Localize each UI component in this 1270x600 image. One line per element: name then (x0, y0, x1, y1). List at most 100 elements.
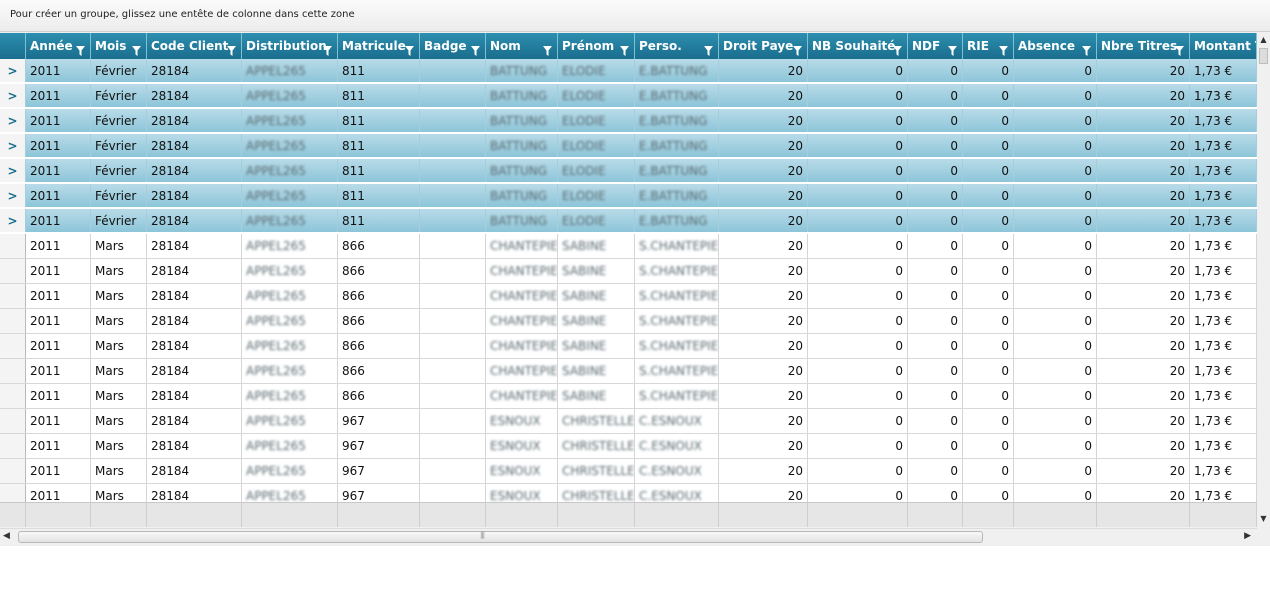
cell-montant[interactable]: 1,73 € (1190, 259, 1257, 283)
cell-mois[interactable]: Février (91, 84, 147, 107)
cell-ndf[interactable]: 0 (908, 434, 963, 458)
table-row[interactable]: >2011 Février 28184 APPEL265 811 BATTUNG ELODI… (0, 159, 1257, 184)
cell-nom[interactable]: ESNOUX (486, 409, 558, 433)
cell-droit[interactable]: 20 (719, 84, 808, 107)
cell-nom[interactable]: CHANTEPIE (486, 384, 558, 408)
cell-ndf[interactable]: 0 (908, 209, 963, 232)
cell-droit[interactable]: 20 (719, 334, 808, 358)
cell-annee[interactable]: 2011 (26, 434, 91, 458)
cell-droit[interactable]: 20 (719, 159, 808, 182)
table-row[interactable]: 2011 Mars 28184 APPEL265 866 CHANTEPIE SABINE S… (0, 234, 1257, 259)
cell-ndf[interactable]: 0 (908, 409, 963, 433)
cell-perso[interactable]: C.ESNOUX (635, 459, 719, 483)
cell-nom[interactable]: ESNOUX (486, 484, 558, 502)
cell-nbretitres[interactable]: 20 (1097, 234, 1190, 258)
column-header-badge[interactable]: Badge (420, 33, 486, 59)
cell-nbsouhaite[interactable]: 0 (808, 159, 908, 182)
cell-distribution[interactable]: APPEL265 (242, 184, 338, 207)
table-row[interactable]: 2011 Mars 28184 APPEL265 967 ESNOUX CHRISTELLE… (0, 459, 1257, 484)
cell-badge[interactable] (420, 109, 486, 132)
column-header-code[interactable]: Code Client (147, 33, 242, 59)
cell-prenom[interactable]: ELODIE (558, 59, 635, 82)
cell-nom[interactable]: BATTUNG (486, 134, 558, 157)
cell-badge[interactable] (420, 309, 486, 333)
cell-code[interactable]: 28184 (147, 209, 242, 232)
cell-montant[interactable]: 1,73 € (1190, 184, 1257, 207)
cell-annee[interactable]: 2011 (26, 259, 91, 283)
row-indicator[interactable] (0, 484, 26, 502)
cell-code[interactable]: 28184 (147, 134, 242, 157)
cell-rie[interactable]: 0 (963, 109, 1014, 132)
cell-ndf[interactable]: 0 (908, 159, 963, 182)
cell-nbretitres[interactable]: 20 (1097, 309, 1190, 333)
cell-mois[interactable]: Mars (91, 359, 147, 383)
cell-nbsouhaite[interactable]: 0 (808, 484, 908, 502)
column-header-perso[interactable]: Perso. (635, 33, 719, 59)
cell-annee[interactable]: 2011 (26, 284, 91, 308)
cell-matricule[interactable]: 866 (338, 234, 420, 258)
cell-absence[interactable]: 0 (1014, 159, 1097, 182)
filter-icon[interactable] (227, 40, 236, 56)
cell-absence[interactable]: 0 (1014, 409, 1097, 433)
cell-absence[interactable]: 0 (1014, 434, 1097, 458)
cell-prenom[interactable]: SABINE (558, 384, 635, 408)
cell-distribution[interactable]: APPEL265 (242, 234, 338, 258)
cell-mois[interactable]: Mars (91, 459, 147, 483)
cell-rie[interactable]: 0 (963, 409, 1014, 433)
cell-matricule[interactable]: 866 (338, 334, 420, 358)
cell-nom[interactable]: BATTUNG (486, 209, 558, 232)
cell-badge[interactable] (420, 334, 486, 358)
cell-montant[interactable]: 1,73 € (1190, 459, 1257, 483)
cell-code[interactable]: 28184 (147, 309, 242, 333)
cell-prenom[interactable]: ELODIE (558, 84, 635, 107)
cell-badge[interactable] (420, 384, 486, 408)
cell-distribution[interactable]: APPEL265 (242, 109, 338, 132)
cell-matricule[interactable]: 866 (338, 259, 420, 283)
cell-droit[interactable]: 20 (719, 484, 808, 502)
cell-nbretitres[interactable]: 20 (1097, 334, 1190, 358)
cell-mois[interactable]: Février (91, 109, 147, 132)
cell-mois[interactable]: Mars (91, 434, 147, 458)
table-row[interactable]: 2011 Mars 28184 APPEL265 967 ESNOUX CHRISTELLE… (0, 409, 1257, 434)
cell-nbretitres[interactable]: 20 (1097, 59, 1190, 82)
cell-montant[interactable]: 1,73 € (1190, 484, 1257, 502)
cell-absence[interactable]: 0 (1014, 184, 1097, 207)
cell-nbsouhaite[interactable]: 0 (808, 284, 908, 308)
cell-montant[interactable]: 1,73 € (1190, 134, 1257, 157)
cell-badge[interactable] (420, 359, 486, 383)
cell-matricule[interactable]: 811 (338, 209, 420, 232)
table-row[interactable]: 2011 Mars 28184 APPEL265 866 CHANTEPIE SABINE S… (0, 309, 1257, 334)
cell-nbretitres[interactable]: 20 (1097, 434, 1190, 458)
cell-annee[interactable]: 2011 (26, 109, 91, 132)
cell-droit[interactable]: 20 (719, 359, 808, 383)
cell-nbretitres[interactable]: 20 (1097, 359, 1190, 383)
cell-ndf[interactable]: 0 (908, 284, 963, 308)
cell-droit[interactable]: 20 (719, 184, 808, 207)
row-indicator[interactable] (0, 434, 26, 458)
scroll-down-arrow-icon[interactable]: ▼ (1260, 514, 1267, 523)
cell-annee[interactable]: 2011 (26, 84, 91, 107)
filter-icon[interactable] (471, 40, 480, 56)
column-header-annee[interactable]: Année (26, 33, 91, 59)
group-drop-zone[interactable]: Pour créer un groupe, glissez une entête… (0, 0, 1270, 32)
cell-rie[interactable]: 0 (963, 359, 1014, 383)
cell-annee[interactable]: 2011 (26, 384, 91, 408)
cell-montant[interactable]: 1,73 € (1190, 334, 1257, 358)
cell-nbsouhaite[interactable]: 0 (808, 384, 908, 408)
cell-prenom[interactable]: ELODIE (558, 184, 635, 207)
table-row[interactable]: >2011 Février 28184 APPEL265 811 BATTUNG ELODI… (0, 134, 1257, 159)
cell-code[interactable]: 28184 (147, 109, 242, 132)
filter-icon[interactable] (704, 40, 713, 56)
vertical-scrollbar[interactable]: ▲ ▼ (1257, 33, 1270, 526)
cell-distribution[interactable]: APPEL265 (242, 459, 338, 483)
row-selected-chevron-icon[interactable]: > (0, 209, 26, 232)
filter-icon[interactable] (76, 40, 85, 56)
cell-distribution[interactable]: APPEL265 (242, 84, 338, 107)
cell-nbsouhaite[interactable]: 0 (808, 234, 908, 258)
cell-montant[interactable]: 1,73 € (1190, 384, 1257, 408)
cell-matricule[interactable]: 967 (338, 484, 420, 502)
row-indicator[interactable] (0, 384, 26, 408)
cell-nom[interactable]: CHANTEPIE (486, 334, 558, 358)
cell-perso[interactable]: S.CHANTEPIE (635, 334, 719, 358)
cell-nbretitres[interactable]: 20 (1097, 484, 1190, 502)
